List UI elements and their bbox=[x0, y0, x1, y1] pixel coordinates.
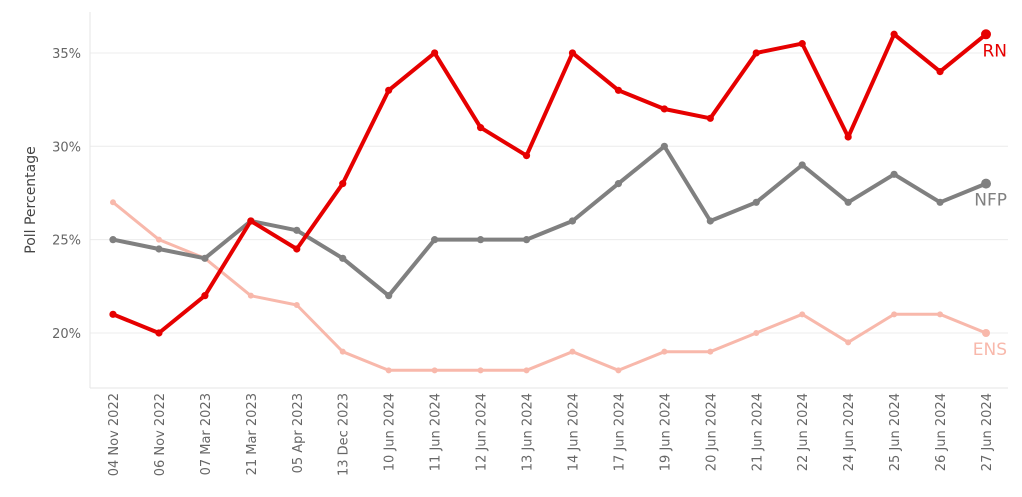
y-tick-label: 30% bbox=[52, 140, 81, 155]
data-point-nfp[interactable] bbox=[431, 236, 439, 244]
y-tick-label: 25% bbox=[52, 234, 81, 249]
x-tick-label: 10 Jun 2024 bbox=[383, 393, 398, 471]
data-point-nfp[interactable] bbox=[201, 254, 209, 262]
data-point-nfp[interactable] bbox=[155, 245, 163, 253]
x-tick-label: 19 Jun 2024 bbox=[658, 393, 673, 471]
data-point-rn[interactable] bbox=[752, 49, 760, 57]
data-point-ens[interactable] bbox=[982, 329, 990, 337]
data-point-nfp[interactable] bbox=[981, 178, 991, 189]
data-point-nfp[interactable] bbox=[109, 236, 117, 244]
data-point-ens[interactable] bbox=[247, 292, 254, 299]
series-ens bbox=[110, 199, 990, 374]
x-tick-label: 20 Jun 2024 bbox=[704, 393, 719, 471]
data-point-ens[interactable] bbox=[155, 236, 162, 243]
x-tick-label: 05 Apr 2023 bbox=[291, 393, 306, 473]
data-point-nfp[interactable] bbox=[293, 226, 301, 234]
data-point-nfp[interactable] bbox=[339, 254, 347, 262]
data-point-ens[interactable] bbox=[799, 311, 806, 318]
axes: 20% 25% 30% 35% 04 Nov 2022 06 Nov 2022 07 Mar… bbox=[52, 12, 1008, 476]
data-point-ens[interactable] bbox=[753, 330, 760, 336]
data-point-rn[interactable] bbox=[247, 217, 255, 225]
data-point-ens[interactable] bbox=[431, 367, 438, 374]
data-point-rn[interactable] bbox=[981, 29, 991, 40]
data-point-rn[interactable] bbox=[660, 105, 668, 113]
data-point-nfp[interactable] bbox=[660, 142, 668, 150]
x-tick-label: 17 Jun 2024 bbox=[612, 393, 627, 471]
data-point-ens[interactable] bbox=[661, 348, 668, 355]
data-point-nfp[interactable] bbox=[476, 236, 485, 244]
x-tick-label: 24 Jun 2024 bbox=[842, 393, 857, 471]
data-point-ens[interactable] bbox=[523, 367, 530, 374]
data-point-nfp[interactable] bbox=[936, 198, 944, 206]
data-point-rn[interactable] bbox=[201, 292, 209, 300]
x-tick-label: 11 Jun 2024 bbox=[429, 393, 444, 471]
data-point-rn[interactable] bbox=[568, 49, 577, 57]
data-point-nfp[interactable] bbox=[568, 217, 577, 225]
data-point-rn[interactable] bbox=[155, 329, 163, 337]
y-tick-label: 20% bbox=[52, 327, 81, 342]
data-point-ens[interactable] bbox=[339, 348, 346, 355]
data-point-rn[interactable] bbox=[844, 133, 852, 141]
series-lines bbox=[109, 29, 991, 374]
data-point-rn[interactable] bbox=[431, 49, 439, 57]
data-point-nfp[interactable] bbox=[385, 292, 393, 300]
data-point-nfp[interactable] bbox=[522, 236, 531, 244]
series-label-ens: ENS bbox=[973, 340, 1007, 360]
data-point-nfp[interactable] bbox=[890, 170, 898, 178]
data-point-ens[interactable] bbox=[615, 367, 622, 374]
y-axis-label: Poll Percentage bbox=[23, 146, 39, 254]
data-point-ens[interactable] bbox=[845, 339, 852, 346]
data-point-ens[interactable] bbox=[569, 348, 576, 355]
x-tick-label: 13 Dec 2023 bbox=[337, 393, 352, 476]
data-point-ens[interactable] bbox=[707, 348, 714, 355]
series-nfp bbox=[109, 142, 991, 300]
data-point-rn[interactable] bbox=[109, 310, 117, 318]
data-point-nfp[interactable] bbox=[844, 198, 852, 206]
data-point-ens[interactable] bbox=[477, 367, 484, 374]
data-point-nfp[interactable] bbox=[798, 161, 806, 169]
x-tick-label: 25 Jun 2024 bbox=[888, 393, 903, 471]
series-rn bbox=[109, 29, 991, 337]
series-label-nfp: NFP bbox=[974, 191, 1007, 211]
data-point-rn[interactable] bbox=[293, 245, 301, 253]
series-line-ens bbox=[111, 200, 988, 372]
data-point-rn[interactable] bbox=[890, 30, 898, 38]
data-point-ens[interactable] bbox=[293, 301, 300, 308]
x-tick-label: 22 Jun 2024 bbox=[796, 393, 811, 471]
data-point-ens[interactable] bbox=[891, 311, 898, 318]
x-tick-label: 06 Nov 2022 bbox=[153, 393, 168, 476]
data-point-rn[interactable] bbox=[522, 152, 531, 160]
data-point-rn[interactable] bbox=[798, 40, 806, 48]
x-tick-label: 07 Mar 2023 bbox=[199, 393, 214, 475]
x-tick-label: 12 Jun 2024 bbox=[475, 393, 490, 471]
y-tick-label: 35% bbox=[52, 47, 81, 62]
x-tick-label: 04 Nov 2022 bbox=[107, 393, 122, 476]
data-point-nfp[interactable] bbox=[752, 198, 760, 206]
data-point-nfp[interactable] bbox=[614, 180, 623, 188]
data-point-rn[interactable] bbox=[385, 86, 393, 94]
data-point-ens[interactable] bbox=[385, 367, 392, 374]
data-point-rn[interactable] bbox=[339, 180, 347, 188]
series-line-rn bbox=[111, 32, 988, 335]
x-tick-label: 13 Jun 2024 bbox=[521, 393, 536, 471]
x-tick-label: 14 Jun 2024 bbox=[566, 393, 581, 471]
data-point-rn[interactable] bbox=[706, 114, 714, 122]
x-tick-label: 21 Mar 2023 bbox=[245, 393, 260, 475]
series-label-rn: RN bbox=[982, 41, 1007, 61]
series-labels: ENS NFP RN bbox=[973, 41, 1007, 360]
series-line-nfp bbox=[111, 144, 988, 298]
x-tick-label: 27 Jun 2024 bbox=[980, 393, 995, 471]
data-point-rn[interactable] bbox=[476, 124, 485, 132]
x-tick-label: 26 Jun 2024 bbox=[934, 393, 949, 471]
data-point-ens[interactable] bbox=[937, 311, 944, 318]
x-tick-label: 21 Jun 2024 bbox=[750, 393, 765, 471]
gridlines bbox=[90, 52, 1008, 334]
data-point-ens[interactable] bbox=[110, 199, 116, 206]
data-point-rn[interactable] bbox=[936, 68, 944, 76]
data-point-nfp[interactable] bbox=[706, 217, 714, 225]
data-point-rn[interactable] bbox=[614, 86, 623, 94]
